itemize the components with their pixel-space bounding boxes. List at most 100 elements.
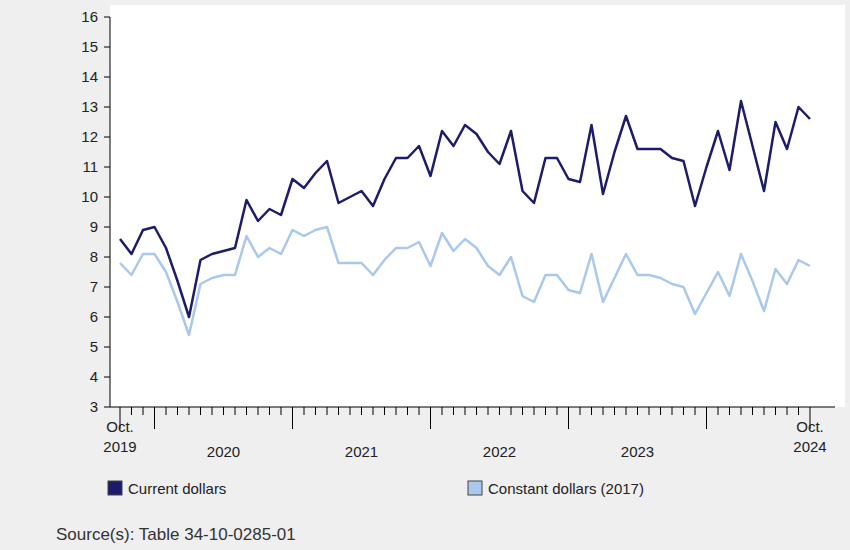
x-tick-label: 2020: [207, 443, 240, 460]
x-tick: [269, 407, 270, 415]
y-tick: [104, 287, 110, 288]
x-tick: [764, 407, 765, 415]
x-tick: [580, 407, 581, 415]
x-tick: [407, 407, 408, 415]
y-tick-label: 14: [81, 68, 98, 85]
x-tick: [488, 407, 489, 415]
x-major-tick: [292, 407, 293, 429]
y-tick: [104, 197, 110, 198]
y-tick-label: 15: [81, 38, 98, 55]
y-tick: [104, 377, 110, 378]
x-tick: [775, 407, 776, 415]
legend-swatch: [108, 481, 122, 495]
x-tick: [534, 407, 535, 415]
x-tick: [258, 407, 259, 415]
x-tick-label-line: 2024: [793, 438, 826, 455]
x-tick: [223, 407, 224, 415]
x-tick-label: 2022: [483, 443, 516, 460]
x-tick: [522, 407, 523, 415]
x-tick: [396, 407, 397, 415]
x-tick: [591, 407, 592, 415]
x-tick: [637, 407, 638, 415]
x-tick: [798, 407, 799, 415]
x-tick: [177, 407, 178, 415]
x-tick: [189, 407, 190, 415]
x-tick: [304, 407, 305, 415]
chart: 3 4 5 6 7 8 9 10 11 12 13 14 15 16 Oct.2019 2020 2021 202…: [0, 0, 850, 550]
x-tick-label-line: Oct.: [106, 418, 134, 435]
x-tick: [143, 407, 144, 415]
x-major-tick: [154, 407, 155, 429]
x-tick: [131, 407, 132, 415]
x-tick: [626, 407, 627, 415]
x-tick: [373, 407, 374, 415]
x-tick: [200, 407, 201, 415]
x-tick: [315, 407, 316, 415]
y-tick: [104, 107, 110, 108]
y-tick-label: 6: [90, 308, 98, 325]
x-tick: [695, 407, 696, 415]
y-tick-label: 12: [81, 128, 98, 145]
y-tick-label: 7: [90, 278, 98, 295]
x-tick: [476, 407, 477, 415]
y-tick-label: 4: [90, 368, 98, 385]
legend-swatch: [468, 481, 482, 495]
series-line: [120, 101, 810, 317]
x-tick: [683, 407, 684, 415]
y-tick-label: 8: [90, 248, 98, 265]
x-axis: [110, 407, 835, 408]
plot-background: [110, 5, 845, 407]
source-note: Source(s): Table 34-10-0285-01: [56, 525, 296, 544]
y-tick: [104, 167, 110, 168]
x-tick: [545, 407, 546, 415]
x-tick: [212, 407, 213, 415]
x-tick: [419, 407, 420, 415]
y-tick: [104, 17, 110, 18]
y-tick: [104, 317, 110, 318]
y-tick-label: 5: [90, 338, 98, 355]
x-tick: [660, 407, 661, 415]
x-tick: [246, 407, 247, 415]
x-tick: [384, 407, 385, 415]
series-line: [120, 227, 810, 335]
series-group: [120, 101, 810, 335]
x-tick: [729, 407, 730, 415]
x-tick: [166, 407, 167, 415]
x-tick: [361, 407, 362, 415]
y-tick-label: 13: [81, 98, 98, 115]
x-major-tick: [706, 407, 707, 429]
x-tick: [442, 407, 443, 415]
x-tick: [614, 407, 615, 415]
y-tick: [104, 137, 110, 138]
x-tick-label-line: Oct.: [796, 418, 824, 435]
x-tick-label: 2021: [345, 443, 378, 460]
x-tick: [499, 407, 500, 415]
y-tick: [104, 347, 110, 348]
x-tick: [752, 407, 753, 415]
y-tick-label: 10: [81, 188, 98, 205]
x-tick: [603, 407, 604, 415]
x-tick-label: Oct.2019: [103, 418, 136, 455]
y-axis: [110, 17, 111, 407]
y-tick-label: 3: [90, 398, 98, 415]
x-tick: [557, 407, 558, 415]
x-major-tick: [430, 407, 431, 429]
x-tick: [649, 407, 650, 415]
x-tick: [511, 407, 512, 415]
x-major-tick: [568, 407, 569, 429]
y-tick: [104, 257, 110, 258]
y-tick: [104, 77, 110, 78]
x-tick-label: 2023: [621, 443, 654, 460]
x-tick: [718, 407, 719, 415]
y-tick-label: 16: [81, 8, 98, 25]
y-tick-label: 9: [90, 218, 98, 235]
y-tick-label: 11: [82, 158, 98, 175]
x-tick: [465, 407, 466, 415]
x-tick: [327, 407, 328, 415]
x-tick: [672, 407, 673, 415]
x-tick: [281, 407, 282, 415]
x-tick: [350, 407, 351, 415]
x-tick-label: Oct. 2024: [793, 418, 826, 455]
x-tick: [787, 407, 788, 415]
y-tick: [104, 47, 110, 48]
